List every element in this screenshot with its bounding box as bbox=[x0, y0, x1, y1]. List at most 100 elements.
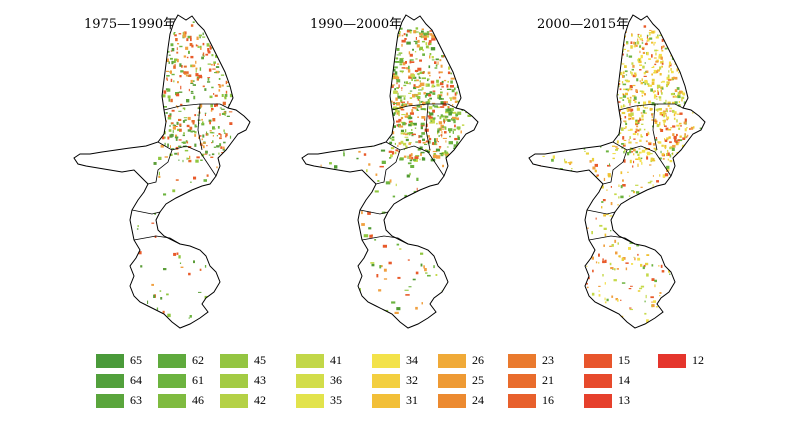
change-patch bbox=[402, 62, 406, 66]
change-patch bbox=[331, 63, 336, 65]
change-patch bbox=[87, 222, 90, 225]
change-patch bbox=[674, 141, 677, 143]
change-patch bbox=[651, 41, 654, 44]
change-patch bbox=[556, 147, 558, 151]
change-patch bbox=[438, 146, 442, 148]
change-patch bbox=[186, 38, 189, 42]
change-patch bbox=[308, 58, 313, 61]
change-patch bbox=[329, 237, 333, 241]
change-patch bbox=[413, 40, 418, 42]
change-patch bbox=[639, 45, 641, 48]
change-patch bbox=[226, 303, 229, 306]
change-patch bbox=[105, 305, 107, 309]
change-patch bbox=[601, 33, 603, 36]
change-patch bbox=[473, 146, 475, 149]
change-patch bbox=[627, 129, 631, 131]
change-patch bbox=[667, 295, 671, 298]
change-patch bbox=[436, 122, 438, 125]
change-patch bbox=[454, 92, 457, 96]
change-patch bbox=[638, 151, 642, 154]
change-patch bbox=[646, 319, 649, 323]
change-patch bbox=[439, 59, 442, 62]
change-patch bbox=[163, 136, 166, 139]
change-patch bbox=[147, 21, 150, 23]
change-patch bbox=[429, 118, 434, 121]
change-patch bbox=[403, 104, 406, 107]
change-patch bbox=[174, 58, 178, 61]
change-patch bbox=[670, 35, 674, 38]
change-patch bbox=[698, 150, 701, 152]
change-patch bbox=[202, 121, 204, 125]
change-patch bbox=[664, 173, 669, 177]
change-patch bbox=[582, 302, 586, 306]
change-patch bbox=[566, 267, 568, 270]
change-patch bbox=[404, 211, 407, 213]
change-patch bbox=[649, 31, 651, 36]
change-patch bbox=[208, 68, 212, 72]
change-patch bbox=[472, 198, 475, 200]
change-patch bbox=[201, 118, 203, 121]
change-patch bbox=[442, 164, 444, 168]
change-patch bbox=[108, 107, 112, 111]
change-patch bbox=[548, 21, 551, 26]
change-patch bbox=[439, 152, 444, 155]
change-patch bbox=[190, 24, 194, 27]
change-patch bbox=[126, 81, 129, 85]
change-patch bbox=[602, 260, 605, 264]
change-patch bbox=[195, 60, 197, 64]
change-patch bbox=[217, 126, 220, 129]
change-patch bbox=[561, 217, 564, 219]
change-patch bbox=[612, 145, 616, 147]
change-patch bbox=[192, 130, 195, 132]
change-patch bbox=[665, 108, 668, 110]
change-patch bbox=[553, 83, 555, 87]
change-patch bbox=[434, 67, 438, 69]
change-patch bbox=[80, 170, 83, 173]
change-patch bbox=[155, 43, 158, 46]
change-patch bbox=[148, 322, 151, 325]
change-patch bbox=[428, 42, 431, 46]
change-patch bbox=[388, 125, 392, 127]
change-patch bbox=[598, 290, 600, 292]
change-patch bbox=[633, 138, 636, 140]
change-patch bbox=[401, 34, 404, 37]
change-patch bbox=[627, 230, 630, 233]
change-patch bbox=[648, 215, 651, 218]
change-patch bbox=[606, 117, 610, 119]
change-patch bbox=[625, 88, 629, 91]
change-patch bbox=[652, 160, 656, 162]
change-patch bbox=[341, 79, 346, 81]
change-patch bbox=[566, 77, 568, 81]
change-patch bbox=[594, 177, 597, 182]
change-patch bbox=[637, 253, 639, 256]
change-patch bbox=[669, 36, 672, 39]
change-patch bbox=[674, 89, 678, 92]
change-patch bbox=[393, 107, 398, 110]
change-patch bbox=[444, 206, 446, 210]
change-patch bbox=[223, 141, 226, 144]
change-patch bbox=[133, 26, 135, 29]
change-patch bbox=[225, 133, 228, 137]
change-patch bbox=[644, 82, 646, 86]
change-patch bbox=[694, 133, 697, 135]
change-patch bbox=[536, 59, 539, 63]
change-patch bbox=[225, 300, 227, 303]
change-patch bbox=[173, 80, 175, 83]
change-patch bbox=[454, 56, 459, 60]
change-patch bbox=[418, 193, 423, 196]
change-patch bbox=[444, 126, 447, 130]
change-patch bbox=[218, 133, 221, 135]
change-patch bbox=[89, 92, 93, 94]
change-patch bbox=[408, 286, 412, 288]
change-patch bbox=[359, 132, 362, 136]
change-patch bbox=[657, 322, 660, 325]
change-patch bbox=[202, 142, 206, 144]
change-patch bbox=[645, 262, 649, 266]
change-patch bbox=[400, 116, 404, 120]
change-patch bbox=[429, 327, 433, 328]
change-patch bbox=[388, 56, 392, 60]
change-patch bbox=[568, 212, 572, 216]
change-patch bbox=[179, 123, 182, 127]
change-patch bbox=[343, 151, 345, 154]
change-patch bbox=[632, 64, 635, 68]
